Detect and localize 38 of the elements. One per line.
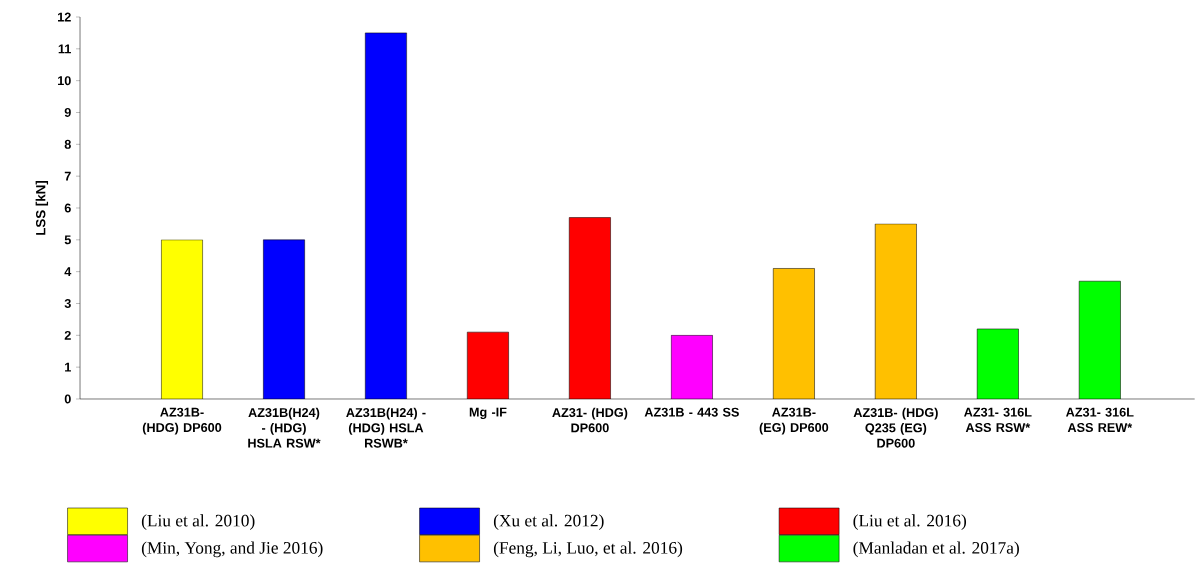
y-tick-label: 1 — [65, 362, 71, 372]
x-tick-label: AZ31B(H24) - (HDG) HSLA RSWB* — [346, 407, 426, 448]
y-tick-label: 0 — [64, 394, 71, 404]
bar — [263, 239, 305, 399]
y-tick-label: 12 — [58, 12, 71, 22]
x-tick-label: AZ31B(H24) - (HDG) HSLA RSW* — [248, 407, 321, 448]
bar — [977, 328, 1019, 399]
y-tick-label: 9 — [64, 108, 71, 117]
bar — [773, 268, 815, 399]
x-tick-label: Mg -IF — [469, 407, 507, 420]
y-tick-label: 8 — [64, 139, 71, 149]
bar — [874, 223, 917, 399]
x-tick-label: AZ31- 316L ASS RSW* — [964, 407, 1032, 432]
y-tick-label: 3 — [64, 298, 71, 308]
x-tick-label: AZ31B- (HDG) DP600 — [142, 407, 222, 435]
x-tick-label: AZ31- 316L ASS REW* — [1065, 407, 1134, 432]
legend-label: (Liu et al. 2010) — [141, 514, 255, 531]
bar — [467, 332, 509, 399]
legend-label: (Manladan et al. 2017a) — [853, 541, 1019, 558]
y-tick-label: 4 — [64, 267, 72, 277]
x-tick-label: AZ31- (HDG) DP600 — [552, 407, 628, 433]
y-tick-label: 5 — [64, 235, 71, 245]
x-tick-label: AZ31B- (HDG) Q235 (EG) DP600 — [853, 407, 938, 448]
legend-label: (Feng, Li, Luo, et al. 2016) — [493, 541, 683, 558]
legend-label: (Liu et al. 2016) — [853, 514, 967, 531]
y-tick-label: 6 — [64, 203, 71, 213]
x-tick-label: AZ31B - 443 SS — [644, 407, 739, 417]
bar — [365, 32, 407, 399]
bar — [568, 217, 611, 399]
legend-label: (Min, Yong, and Jie 2016) — [141, 541, 323, 558]
y-tick-label: 2 — [64, 330, 71, 340]
y-tick-label: 10 — [58, 76, 71, 86]
x-tick-label: AZ31B- (EG) DP600 — [759, 407, 829, 435]
y-tick-label: 7 — [64, 171, 71, 181]
y-tick-label: 11 — [58, 44, 71, 54]
legend-label: (Xu et al. 2012) — [493, 514, 604, 531]
bar — [1078, 280, 1121, 399]
y-axis-title: LSS [kN] — [35, 180, 49, 235]
